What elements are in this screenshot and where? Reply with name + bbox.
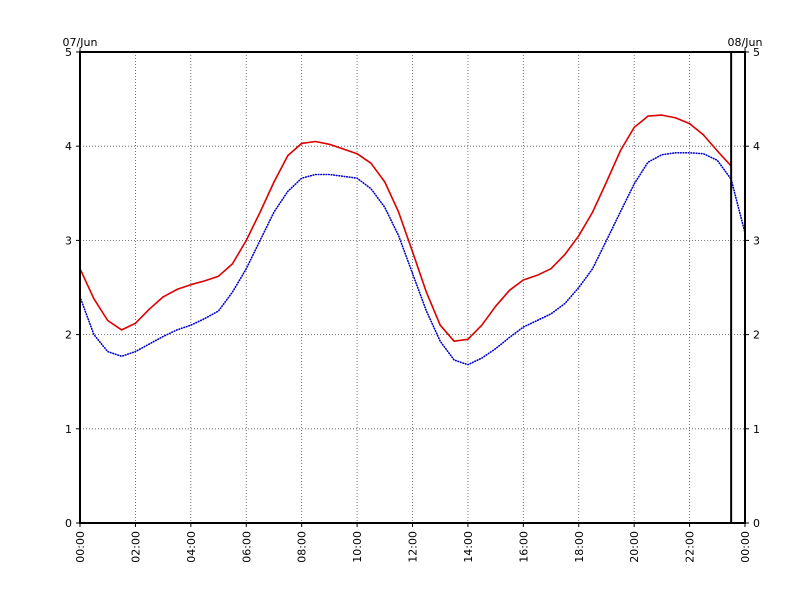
y-tick-label-right: 1 [753,423,760,436]
x-tick-label: 22:00 [684,531,697,563]
x-tick-label: 16:00 [517,531,530,563]
series-line-blue [79,152,746,366]
y-tick-label-left: 4 [65,140,72,153]
series-group [79,114,746,366]
axis-labels: 0 0 1 1 2 2 3 3 4 4 5 5 00:00 02:00 04:00 06:00 08:00 10:… [63,36,763,563]
grid [80,52,745,523]
x-tick-label: 00:00 [739,531,752,563]
date-label-start: 07/Jun [63,36,98,49]
y-tick-label-left: 2 [65,329,72,342]
x-tick-label: 02:00 [129,531,142,563]
y-tick-label-right: 5 [753,46,760,59]
x-tick-label: 04:00 [185,531,198,563]
x-tick-label: 14:00 [462,531,475,563]
x-tick-label: 06:00 [240,531,253,563]
axis-ticks [76,48,749,527]
y-tick-label-left: 5 [65,46,72,59]
y-tick-label-right: 0 [753,517,760,530]
x-tick-label: 10:00 [351,531,364,563]
x-tick-label: 18:00 [573,531,586,563]
x-tick-label: 00:00 [74,531,87,563]
y-tick-label-right: 4 [753,140,760,153]
y-tick-label-right: 3 [753,234,760,247]
x-tick-label: 08:00 [296,531,309,563]
x-tick-label: 20:00 [628,531,641,563]
y-tick-label-left: 3 [65,234,72,247]
date-label-end: 08/Jun [728,36,763,49]
y-tick-label-left: 1 [65,423,72,436]
y-tick-label-right: 2 [753,329,760,342]
y-tick-label-left: 0 [65,517,72,530]
x-tick-label: 12:00 [407,531,420,563]
series-line-red [79,114,732,343]
